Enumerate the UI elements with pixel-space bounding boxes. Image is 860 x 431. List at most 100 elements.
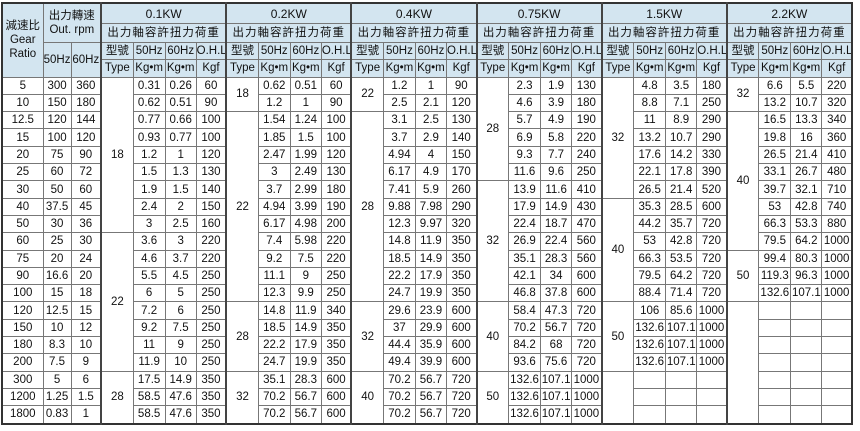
torque-60hz-cell: 19.9: [289, 353, 322, 372]
torque-60hz-cell: 3.99: [289, 197, 322, 216]
ohl-cell: 250: [195, 318, 227, 338]
torque-50hz-cell: 5.7: [508, 111, 542, 130]
ohl-cell: [696, 370, 728, 389]
torque-50hz-cell: 0.77: [132, 111, 166, 130]
ohl-cell: 410: [821, 145, 853, 165]
ohl-cell: 150: [445, 145, 478, 165]
gear-ratio-cell: 150: [1, 318, 44, 338]
rpm-60hz-cell: 20: [70, 266, 102, 286]
ohl-cell: 180: [320, 180, 352, 199]
torque-50hz-cell: 5.5: [132, 266, 166, 286]
torque-50hz-cell: 0.62: [257, 76, 291, 95]
torque-60hz-cell: 107.1: [665, 336, 698, 355]
gear-ratio-cell: 200: [1, 353, 44, 372]
torque-60hz-cell: 1: [414, 76, 447, 95]
gear-ratio-cell: 15: [1, 128, 44, 147]
ohl-header: O.H.L.: [696, 41, 728, 61]
rpm-60hz-cell: 120: [70, 128, 102, 147]
rpm-50hz-cell: 15: [42, 284, 72, 303]
torque-60hz-cell: 9.9: [289, 284, 322, 303]
torque-60hz-cell: 107.1: [790, 284, 823, 303]
ohl-cell: 1000: [821, 249, 853, 268]
torque-header: 出力軸容許扭力荷重: [225, 23, 352, 43]
torque-header: 出力軸容許扭力荷重: [725, 23, 853, 43]
ohl-cell: 190: [320, 197, 352, 216]
ohl-cell: 250: [195, 336, 227, 355]
torque-60hz-cell: [790, 301, 823, 320]
torque-50hz-cell: 26.5: [758, 145, 792, 165]
torque-50hz-cell: 3.1: [382, 111, 416, 130]
rpm-60hz-cell: 360: [70, 76, 102, 95]
torque-60hz-cell: 1.5: [289, 128, 322, 147]
table-row: 25 60 72 1.5 1.3 130 3 2.49 130 6.17 4.9 170 11.6 9.6…: [1, 163, 853, 182]
output-rpm-header: 出力轉速 Out. rpm: [42, 2, 102, 43]
table-row: 12.5 120 144 0.77 0.66 100 22 1.54 1.24 100 28 3.1 2…: [1, 111, 853, 303]
torque-50hz-header: 50Hz: [132, 41, 166, 61]
gear-ratio-cell: 40: [1, 197, 44, 216]
ohl-cell: 240: [571, 145, 603, 165]
torque-60hz-cell: 10: [164, 353, 197, 372]
torque-50hz-header-unit: Kg•m: [132, 59, 166, 78]
torque-50hz-cell: 11: [633, 111, 667, 130]
output-rpm-header-cn: 出力轉速: [48, 10, 95, 22]
ohl-header: O.H.L.: [195, 41, 227, 61]
torque-50hz-cell: 4.94: [257, 197, 291, 216]
ohl-cell: 140: [445, 128, 478, 147]
torque-60hz-cell: 10.7: [665, 128, 698, 147]
gear-ratio-cell: 100: [1, 284, 44, 303]
ohl-cell: 220: [195, 232, 227, 251]
torque-50hz-cell: 1.85: [257, 128, 291, 147]
ohl-cell: [821, 318, 853, 338]
gear-ratio-cell: 30: [1, 180, 44, 199]
torque-60hz-cell: 64.2: [790, 232, 823, 251]
ohl-cell: 200: [320, 214, 352, 234]
torque-60hz-cell: 13.3: [790, 111, 823, 130]
torque-50hz-cell: 1.2: [382, 76, 416, 95]
table-row: 1800 0.83 1 58.5 47.6 350 70.2 56.7 600 70.2 56.7 7…: [1, 405, 853, 425]
torque-header: 出力軸容許扭力荷重: [475, 23, 603, 43]
type-cell: 22: [100, 232, 134, 372]
torque-header: 出力軸容許扭力荷重: [350, 23, 478, 43]
torque-60hz-cell: 56.7: [289, 405, 322, 425]
torque-60hz-cell: 0.66: [164, 111, 197, 130]
torque-60hz-cell: 71.4: [665, 284, 698, 303]
ohl-cell: 740: [821, 197, 853, 216]
rpm-50hz-cell: 5: [42, 370, 72, 389]
torque-50hz-cell: 3.6: [132, 232, 166, 251]
rpm-50hz-header: 50Hz: [42, 42, 72, 78]
gear-ratio-cell: 10: [1, 93, 44, 113]
torque-60hz-header: 60Hz: [289, 41, 322, 61]
torque-50hz-cell: 42.1: [508, 266, 542, 286]
torque-50hz-cell: 37: [382, 318, 416, 338]
type-cell: 32: [225, 370, 259, 425]
torque-50hz-cell: 8.8: [633, 93, 667, 113]
torque-60hz-header-unit: Kg•m: [289, 59, 322, 78]
torque-60hz-cell: [665, 405, 698, 425]
torque-60hz-cell: [665, 370, 698, 389]
type-cell: 18: [100, 76, 134, 234]
torque-50hz-cell: 132.6: [758, 284, 792, 303]
ohl-cell: 600: [320, 387, 352, 407]
torque-header: 出力軸容許扭力荷重: [100, 23, 227, 43]
torque-60hz-cell: 35.7: [665, 214, 698, 234]
ohl-cell: 60: [320, 76, 352, 95]
torque-60hz-cell: 9: [289, 266, 322, 286]
type-cell: 50: [600, 301, 635, 372]
torque-50hz-cell: 53: [758, 197, 792, 216]
torque-60hz-cell: 7.5: [164, 318, 197, 338]
torque-50hz-cell: 0.93: [132, 128, 166, 147]
ohl-cell: 720: [696, 266, 728, 286]
torque-60hz-cell: 2.49: [289, 163, 322, 182]
torque-50hz-header: 50Hz: [257, 41, 291, 61]
ohl-cell: 600: [320, 370, 352, 389]
torque-50hz-cell: 6: [132, 284, 166, 303]
ohl-cell: 350: [320, 336, 352, 355]
ohl-cell: 1000: [571, 387, 603, 407]
rpm-60hz-cell: 72: [70, 163, 102, 182]
type-header-unit: Type: [600, 59, 635, 78]
gear-ratio-cell: 1200: [1, 387, 44, 407]
type-header: 型號: [225, 41, 259, 61]
torque-50hz-cell: 13.9: [508, 180, 542, 199]
torque-60hz-cell: 80.3: [790, 249, 823, 268]
ohl-cell: 170: [445, 163, 478, 182]
